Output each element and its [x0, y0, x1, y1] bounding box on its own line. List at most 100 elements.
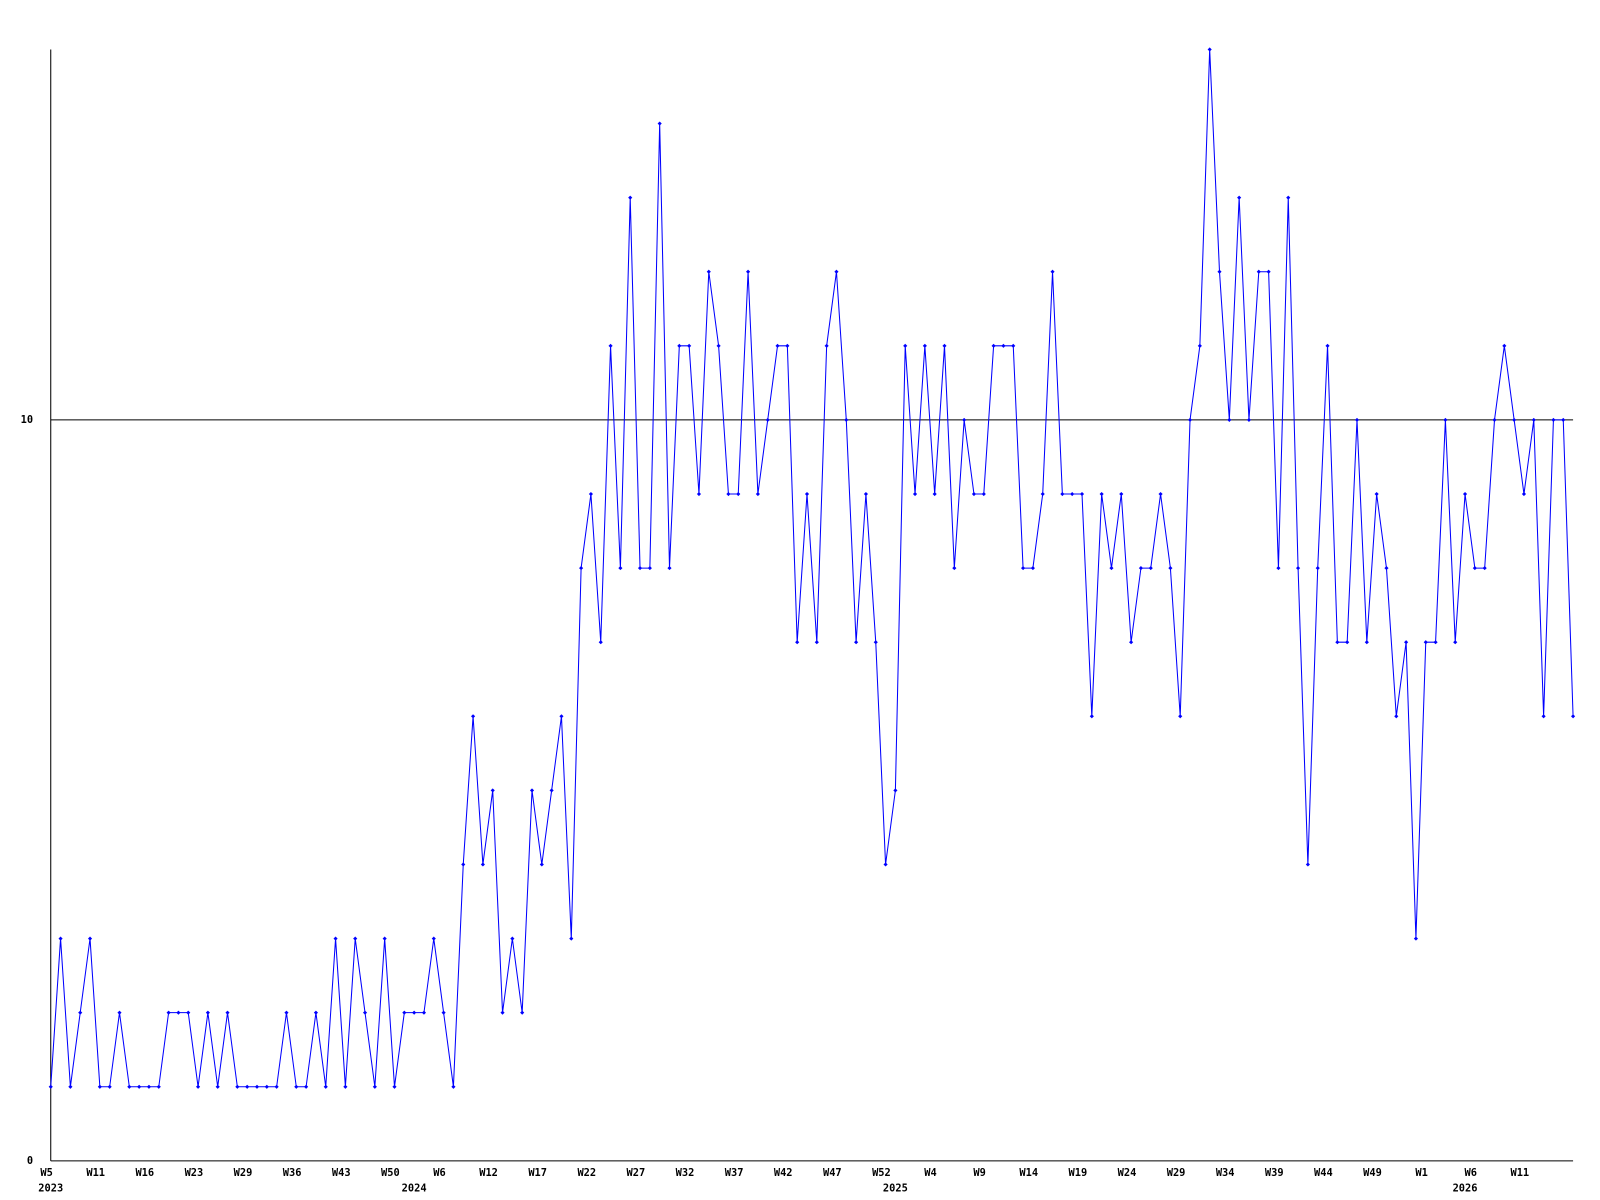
point-marker: [284, 1010, 289, 1015]
point-marker: [1394, 714, 1399, 719]
point-marker: [1158, 491, 1163, 497]
point-marker: [1070, 491, 1075, 497]
point-marker: [48, 1084, 53, 1089]
x-tick-label: W44: [1314, 1167, 1333, 1179]
point-marker: [451, 1084, 456, 1089]
point-marker: [1502, 343, 1507, 348]
x-tick-label: W50: [381, 1167, 400, 1179]
point-marker: [235, 1084, 240, 1089]
point-marker: [1472, 566, 1477, 571]
point-marker: [87, 936, 93, 941]
x-tick-label: W11: [1510, 1167, 1529, 1179]
point-marker: [1109, 566, 1114, 571]
x-tick-label: W19: [1069, 1167, 1088, 1179]
point-marker: [883, 862, 888, 867]
x-tick-label: W23: [185, 1167, 204, 1179]
point-marker: [421, 1010, 427, 1015]
point-marker: [382, 936, 387, 941]
x-tick-label: W1: [1415, 1167, 1427, 1179]
point-marker: [745, 269, 751, 274]
x-tick-label: W9: [973, 1167, 985, 1179]
point-marker: [1178, 714, 1183, 719]
x-tick-label: W43: [332, 1167, 351, 1179]
point-marker: [137, 1084, 142, 1089]
point-marker: [480, 862, 485, 867]
point-marker: [873, 640, 878, 645]
point-marker: [559, 714, 564, 719]
point-marker: [1433, 640, 1438, 645]
point-marker: [392, 1084, 397, 1089]
point-marker: [539, 862, 544, 867]
point-marker: [1512, 417, 1517, 422]
point-marker: [844, 417, 849, 422]
point-marker: [1364, 640, 1369, 645]
point-marker: [1217, 269, 1222, 274]
point-marker: [146, 1084, 152, 1089]
point-marker: [529, 788, 535, 793]
point-marker: [647, 566, 652, 571]
point-marker: [205, 1010, 210, 1015]
point-marker: [922, 343, 927, 348]
point-marker: [1197, 343, 1202, 348]
x-tick-label: W27: [627, 1167, 646, 1179]
point-marker: [981, 491, 986, 497]
point-marker: [942, 343, 947, 348]
point-marker: [1129, 640, 1134, 645]
point-marker: [1531, 417, 1536, 422]
point-marker: [1011, 343, 1016, 348]
point-marker: [500, 1010, 505, 1015]
x-tick-label: W24: [1118, 1167, 1137, 1179]
point-marker: [1443, 417, 1448, 422]
point-marker: [1345, 640, 1350, 645]
point-marker: [1207, 47, 1212, 52]
point-marker: [834, 269, 839, 274]
x-tick-label: W6: [433, 1167, 445, 1179]
point-marker: [441, 1010, 446, 1015]
point-marker: [706, 269, 711, 274]
point-marker: [1021, 566, 1026, 571]
x-tick-label: W4: [924, 1167, 936, 1179]
x-tick-label: W11: [86, 1167, 105, 1179]
point-marker: [804, 491, 810, 497]
point-marker: [461, 862, 466, 867]
point-marker: [549, 788, 554, 793]
point-marker: [814, 640, 819, 645]
point-marker: [1187, 417, 1193, 422]
point-marker: [78, 1010, 83, 1015]
point-marker: [569, 936, 574, 941]
y-tick-label: 0: [27, 1155, 33, 1167]
point-marker: [1492, 417, 1497, 422]
point-marker: [608, 343, 613, 348]
point-marker: [1541, 714, 1546, 719]
x-tick-label: W17: [528, 1167, 547, 1179]
point-marker: [107, 1084, 112, 1089]
point-marker: [1089, 714, 1094, 719]
x-tick-label: W42: [774, 1167, 793, 1179]
x-year-label: 2023: [38, 1183, 63, 1195]
point-marker: [687, 343, 692, 348]
point-marker: [225, 1010, 230, 1015]
point-marker: [1423, 640, 1428, 645]
point-marker: [372, 1084, 377, 1089]
x-year-label: 2026: [1453, 1183, 1478, 1195]
point-marker: [274, 1084, 279, 1089]
point-marker: [510, 936, 515, 941]
point-marker: [68, 1084, 73, 1089]
point-marker: [1148, 566, 1153, 571]
point-marker: [1404, 640, 1409, 645]
point-marker: [598, 640, 603, 645]
point-marker: [1384, 566, 1389, 571]
point-marker: [795, 640, 800, 645]
point-marker: [195, 1084, 201, 1089]
point-marker: [1276, 566, 1281, 571]
x-tick-label: W32: [676, 1167, 695, 1179]
point-marker: [618, 566, 623, 571]
point-marker: [431, 936, 436, 941]
point-marker: [1030, 566, 1035, 571]
point-marker: [854, 640, 859, 645]
point-marker: [127, 1084, 132, 1089]
point-marker: [912, 491, 918, 497]
x-tick-label: W22: [577, 1167, 596, 1179]
x-year-label: 2024: [402, 1183, 427, 1195]
point-marker: [323, 1084, 328, 1089]
